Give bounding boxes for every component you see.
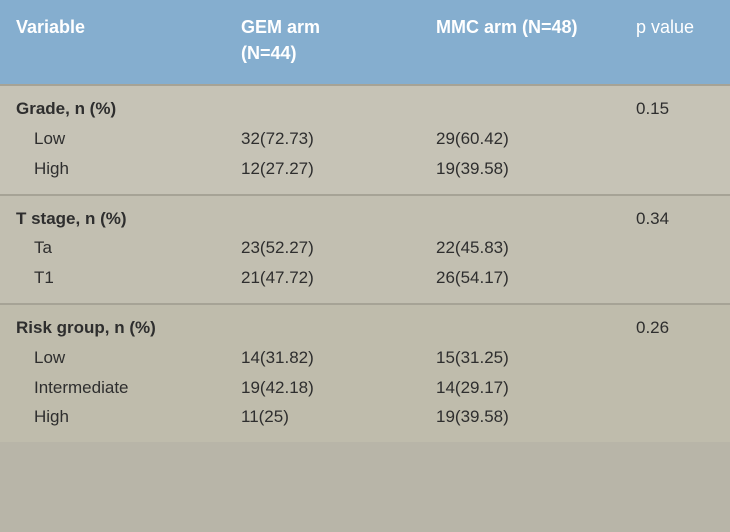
- column-header-pvalue: p value: [636, 14, 730, 40]
- row-label: T1: [16, 268, 54, 287]
- row-label: High: [16, 407, 69, 426]
- row-label: Ta: [16, 238, 52, 257]
- column-header-variable-text: Variable: [16, 17, 85, 37]
- cell-mmc: 15(31.25): [436, 348, 509, 367]
- column-header-gem-line2: (N=44): [241, 43, 297, 63]
- cell-gem: 32(72.73): [241, 129, 314, 148]
- column-header-mmc-text: MMC arm (N=48): [436, 17, 578, 37]
- row-label: Low: [16, 129, 65, 148]
- row-label: High: [16, 159, 69, 178]
- section-riskgroup: Risk group, n (%) 0.26 Low 14(31.82) 15(…: [0, 303, 730, 442]
- cell-gem: 23(52.27): [241, 238, 314, 257]
- section-heading-row: Grade, n (%) 0.15: [16, 94, 720, 124]
- table-row: High 12(27.27) 19(39.58): [16, 154, 720, 184]
- section-title: Grade, n (%): [16, 99, 116, 118]
- column-header-variable: Variable: [16, 14, 241, 40]
- column-header-mmc: MMC arm (N=48): [436, 14, 636, 40]
- cell-gem: 21(47.72): [241, 268, 314, 287]
- p-value: 0.26: [636, 318, 669, 337]
- column-header-gem-line1: GEM arm: [241, 17, 320, 37]
- table-row: Low 14(31.82) 15(31.25): [16, 343, 720, 373]
- table-row: High 11(25) 19(39.58): [16, 402, 720, 432]
- cell-mmc: 26(54.17): [436, 268, 509, 287]
- section-tstage: T stage, n (%) 0.34 Ta 23(52.27) 22(45.8…: [0, 194, 730, 303]
- section-title: Risk group, n (%): [16, 318, 156, 337]
- cell-mmc: 14(29.17): [436, 378, 509, 397]
- cell-mmc: 19(39.58): [436, 407, 509, 426]
- cell-gem: 19(42.18): [241, 378, 314, 397]
- cell-mmc: 19(39.58): [436, 159, 509, 178]
- column-header-gem: GEM arm (N=44): [241, 14, 436, 66]
- column-header-pvalue-text: p value: [636, 17, 694, 37]
- cell-gem: 12(27.27): [241, 159, 314, 178]
- p-value: 0.34: [636, 209, 669, 228]
- comparison-table: Variable GEM arm (N=44) MMC arm (N=48) p…: [0, 0, 730, 532]
- section-heading-row: Risk group, n (%) 0.26: [16, 313, 720, 343]
- table-row: Intermediate 19(42.18) 14(29.17): [16, 373, 720, 403]
- table-row: Low 32(72.73) 29(60.42): [16, 124, 720, 154]
- table-header-row: Variable GEM arm (N=44) MMC arm (N=48) p…: [0, 0, 730, 84]
- table-row: T1 21(47.72) 26(54.17): [16, 263, 720, 293]
- cell-mmc: 29(60.42): [436, 129, 509, 148]
- section-title: T stage, n (%): [16, 209, 127, 228]
- cell-gem: 14(31.82): [241, 348, 314, 367]
- row-label: Low: [16, 348, 65, 367]
- p-value: 0.15: [636, 99, 669, 118]
- section-heading-row: T stage, n (%) 0.34: [16, 204, 720, 234]
- cell-mmc: 22(45.83): [436, 238, 509, 257]
- section-grade: Grade, n (%) 0.15 Low 32(72.73) 29(60.42…: [0, 84, 730, 193]
- table-row: Ta 23(52.27) 22(45.83): [16, 233, 720, 263]
- cell-gem: 11(25): [241, 407, 289, 426]
- row-label: Intermediate: [16, 378, 129, 397]
